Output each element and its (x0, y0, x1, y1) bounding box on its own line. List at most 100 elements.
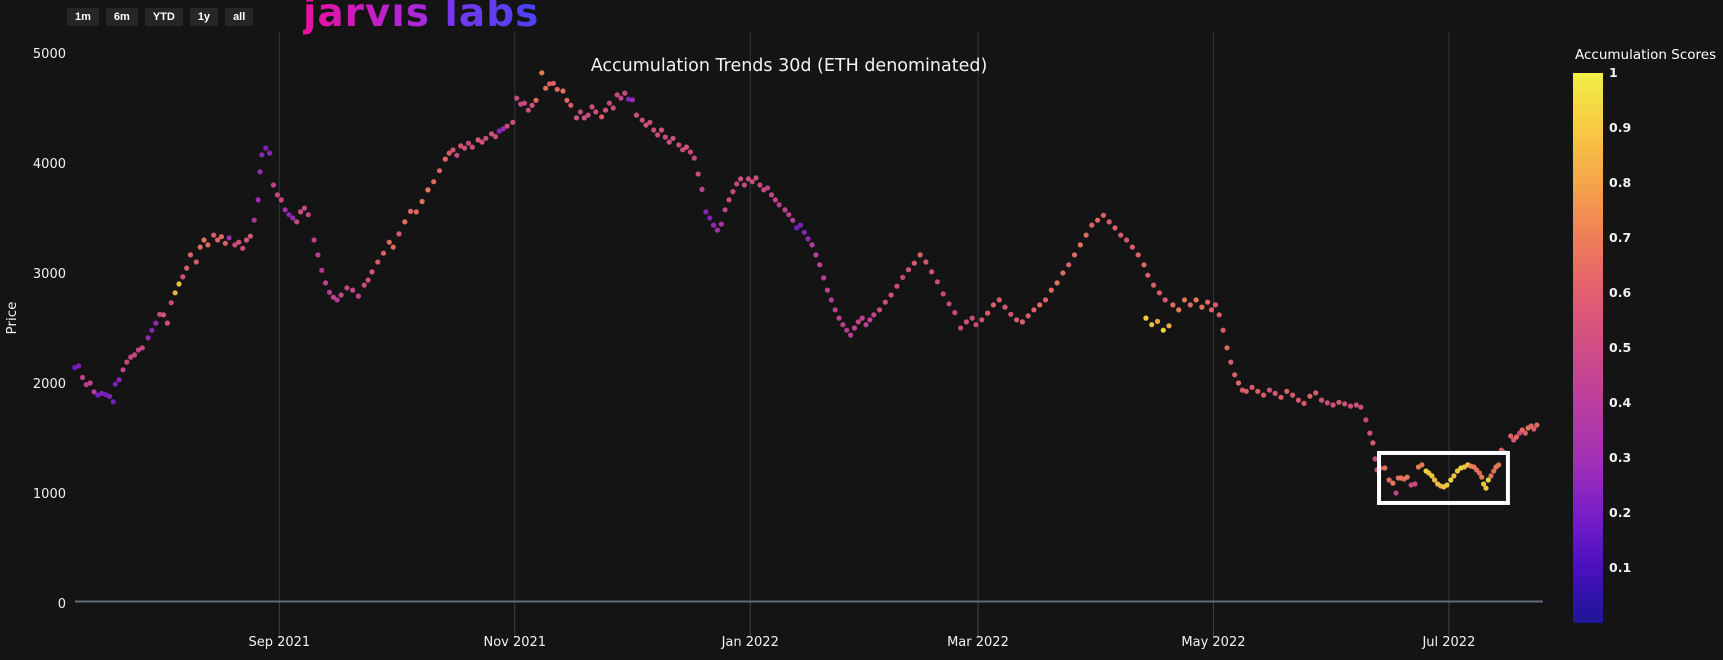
scatter-point (1448, 477, 1454, 483)
scatter-point (703, 209, 709, 215)
scatter-point (529, 102, 535, 108)
scatter-point (1476, 470, 1482, 476)
price-axis-tick-label: 4000 (33, 157, 66, 172)
scatter-point (790, 217, 796, 223)
scatter-point (375, 259, 381, 265)
range-button-all[interactable]: all (225, 8, 254, 26)
price-axis-tick-label: 3000 (33, 267, 66, 282)
scatter-point (326, 289, 333, 295)
scatter-point (629, 97, 636, 103)
scatter-point (1318, 397, 1325, 403)
scatter-point (851, 325, 858, 331)
scatter-point (135, 347, 141, 353)
scatter-point (894, 283, 900, 289)
scatter-point (805, 236, 811, 242)
scatter-point (564, 97, 570, 103)
scatter-point (450, 147, 456, 153)
scatter-point (402, 219, 408, 225)
scatter-point (718, 221, 724, 227)
scatter-point (267, 150, 273, 156)
scatter-point (338, 292, 344, 298)
scatter-point (489, 131, 495, 137)
scatter-point (1199, 304, 1205, 310)
scatter-point (836, 315, 842, 321)
scatter-point (730, 189, 736, 195)
scatter-point (707, 215, 713, 221)
range-button-1y[interactable]: 1y (189, 8, 219, 26)
scatter-point (1054, 280, 1060, 286)
scatter-point (1266, 387, 1272, 393)
scatter-point (934, 279, 941, 285)
colorbar-tick-label: 0.3 (1609, 450, 1631, 465)
scatter-point (1284, 388, 1290, 394)
scatter-point (1342, 401, 1348, 407)
scatter-point (286, 212, 292, 218)
scatter-point (917, 252, 923, 258)
chart-title: Accumulation Trends 30d (ETH denominated… (590, 56, 988, 76)
scatter-point (205, 242, 211, 248)
scatter-point (1496, 462, 1502, 468)
scatter-point (431, 179, 437, 185)
scatter-point (305, 212, 311, 218)
scatter-point (236, 239, 242, 245)
scatter-point (232, 242, 238, 248)
scatter-point (985, 310, 991, 316)
scatter-point (355, 293, 361, 299)
scatter-point (1295, 397, 1301, 403)
date-axis-tick-label: May 2022 (1181, 635, 1245, 650)
scatter-point (1083, 232, 1089, 238)
scatter-point (1106, 219, 1112, 225)
scatter-point (1372, 456, 1378, 462)
scatter-point (446, 150, 452, 156)
scatter-point (1479, 474, 1485, 480)
scatter-point (1367, 430, 1373, 436)
scatter-point (882, 299, 888, 305)
scatter-point (475, 137, 481, 143)
scatter-point (695, 171, 701, 177)
scatter-point (1272, 390, 1278, 396)
scatter-point (801, 229, 807, 235)
scatter-point (1278, 394, 1284, 400)
scatter-point (380, 250, 387, 256)
scatter-point (413, 209, 419, 215)
scatter-point (500, 126, 506, 132)
scatter-point (745, 176, 751, 182)
scatter-point (164, 320, 170, 326)
scatter-point (1208, 307, 1215, 313)
scatter-point (1149, 322, 1155, 328)
scatter-point (1534, 422, 1540, 428)
scatter-point (259, 152, 265, 158)
scatter-point (1429, 473, 1435, 479)
scatter-point (106, 393, 113, 399)
scatter-point (218, 234, 224, 240)
range-button-6m[interactable]: 6m (105, 8, 138, 26)
scatter-point (1193, 297, 1199, 303)
scatter-point (1019, 319, 1025, 325)
scatter-point (1154, 318, 1161, 324)
scatter-point (1160, 327, 1166, 333)
range-button-ytd[interactable]: YTD (144, 8, 183, 26)
scatter-point (1170, 302, 1176, 308)
scatter-point (560, 88, 566, 94)
scatter-point (504, 123, 510, 129)
scatter-point (599, 114, 605, 120)
scatter-point (647, 119, 653, 125)
scatter-point (1261, 392, 1267, 398)
scatter-point (979, 317, 985, 323)
scatter-point (734, 181, 740, 187)
scatter-point (905, 267, 912, 273)
scatter-point (442, 156, 448, 162)
scatter-point (840, 322, 846, 328)
scatter-point (124, 359, 130, 365)
range-button-1m[interactable]: 1m (67, 8, 99, 26)
scatter-point (76, 363, 82, 369)
scatter-point (149, 327, 155, 333)
scatter-point (1162, 297, 1168, 303)
scatter-point (573, 115, 580, 121)
scatter-point (1151, 282, 1157, 288)
scatter-point (1481, 481, 1487, 487)
scatter-point (128, 354, 134, 360)
scatter-point (334, 297, 340, 303)
